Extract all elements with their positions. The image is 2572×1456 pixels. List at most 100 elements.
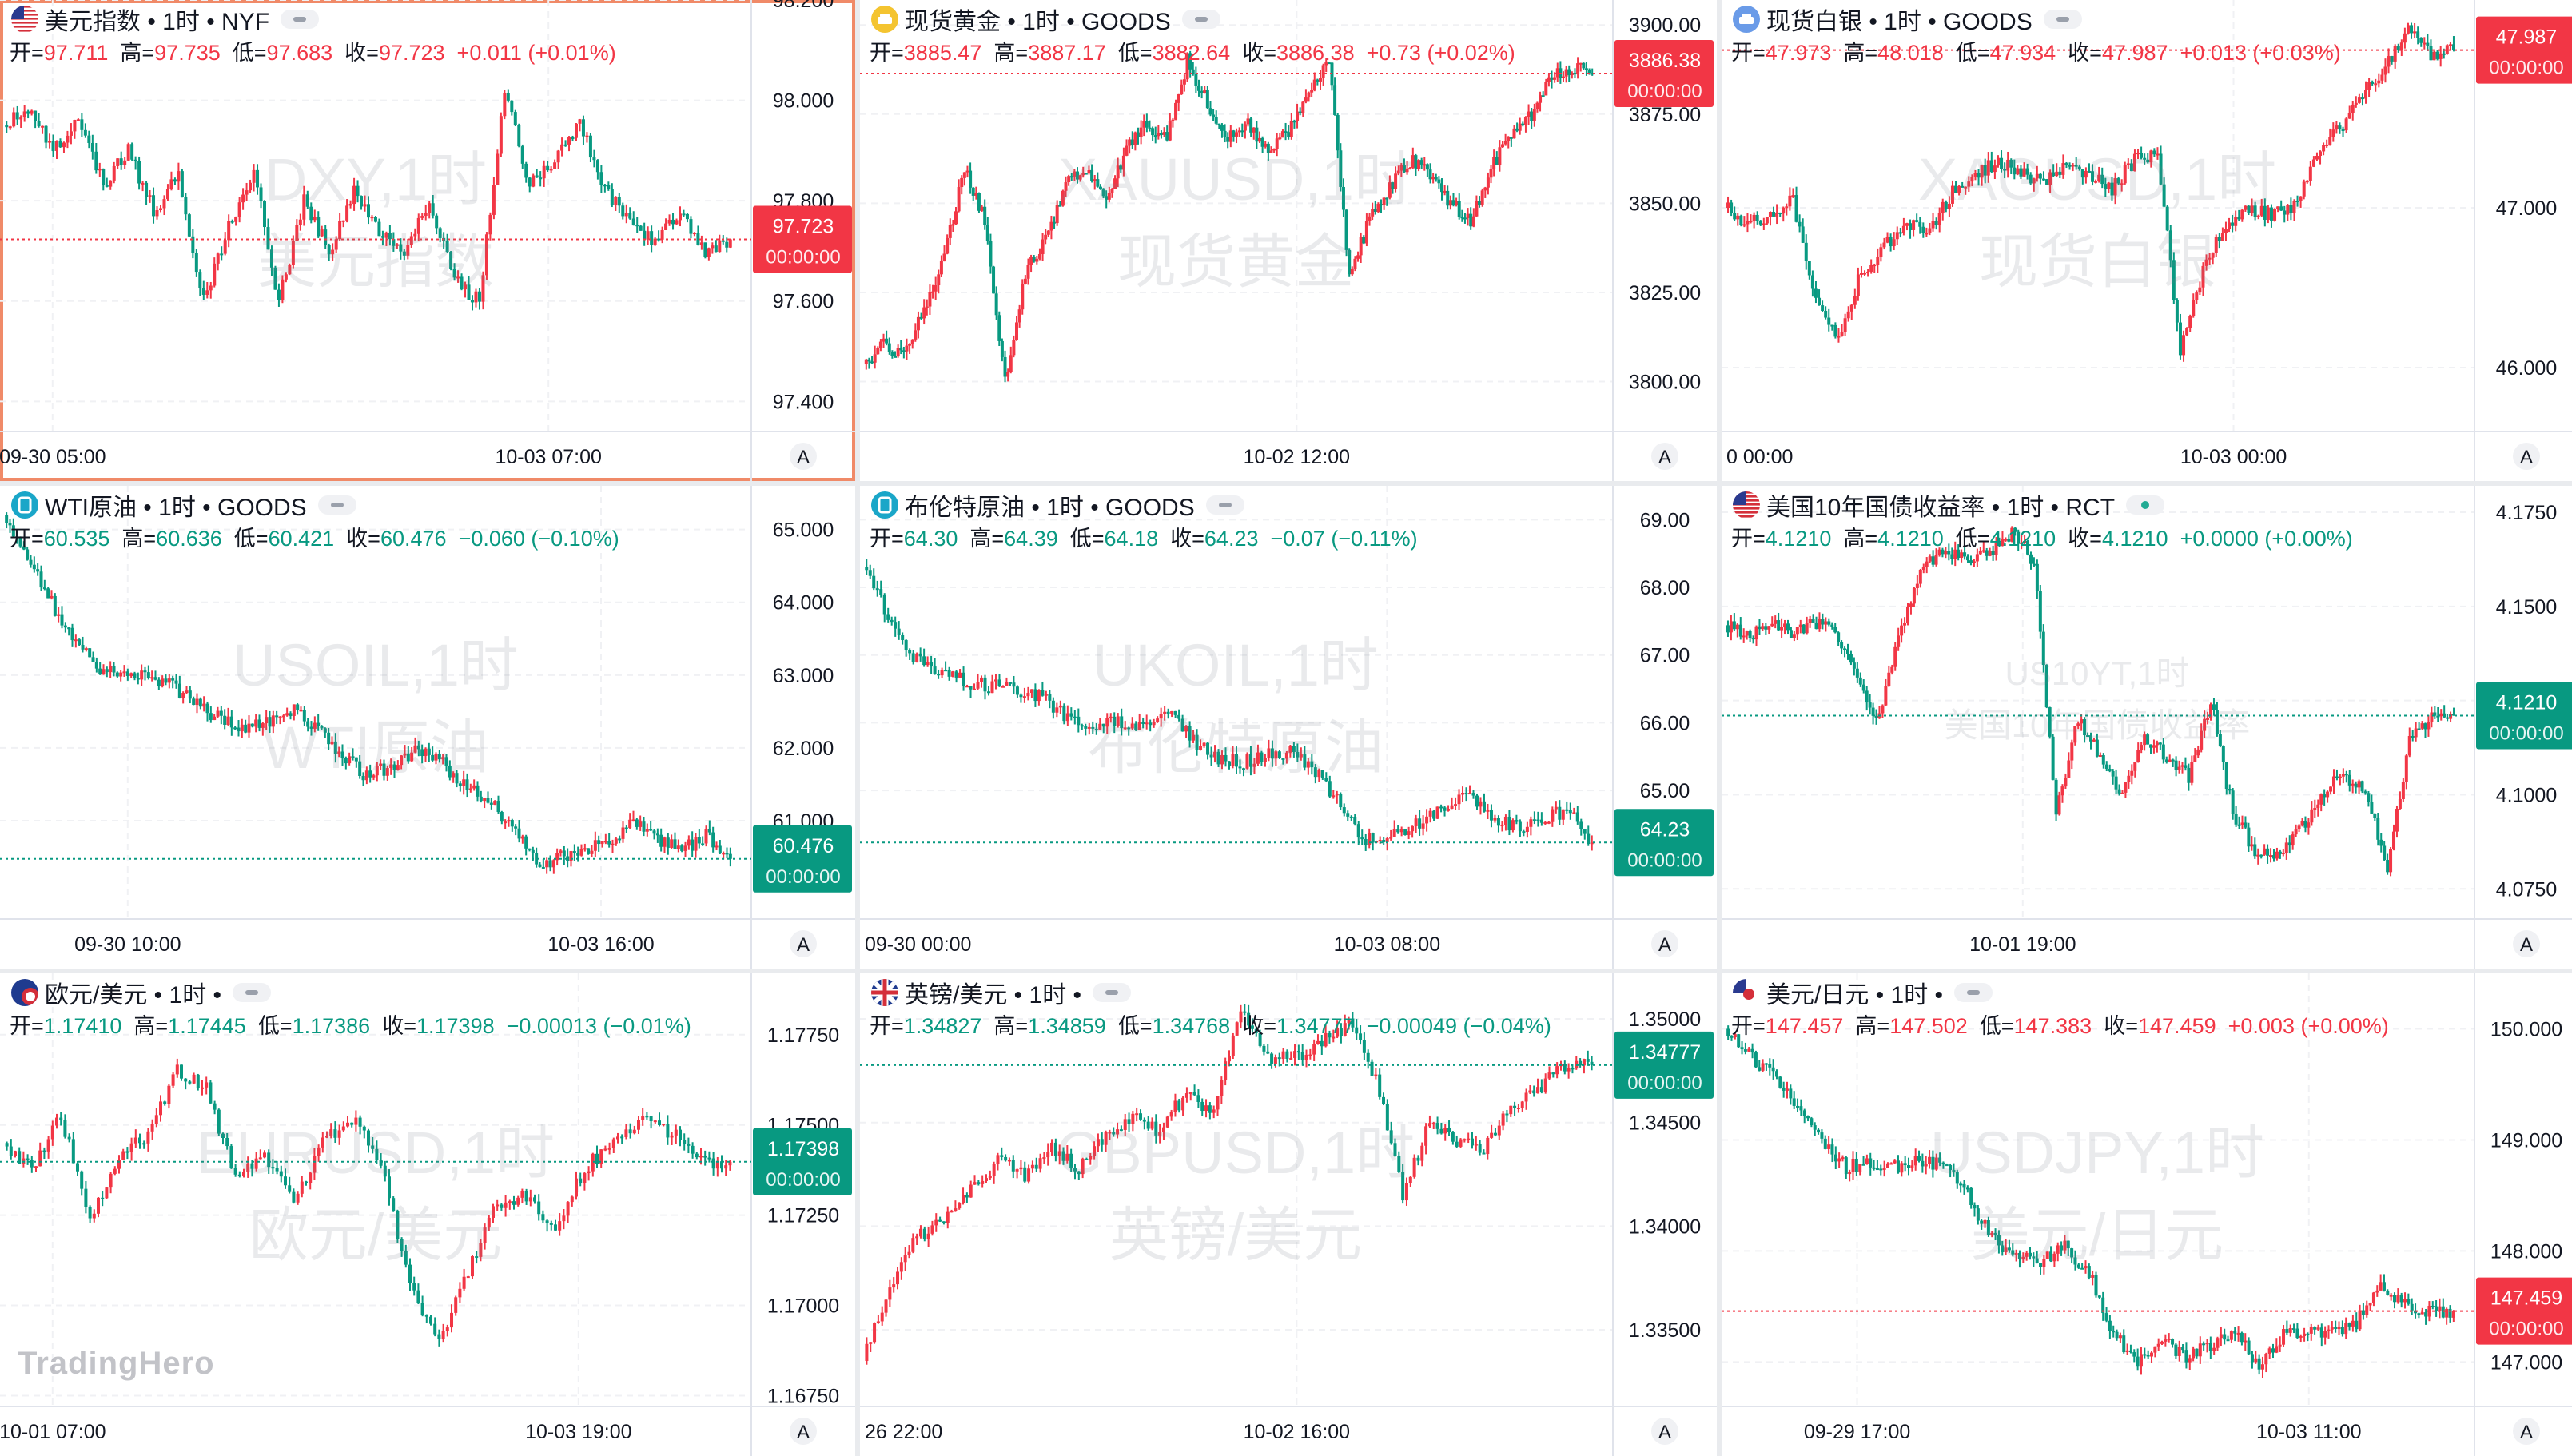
candle	[36, 563, 39, 576]
candle	[922, 299, 926, 324]
candle	[2225, 762, 2228, 794]
candle	[2426, 34, 2429, 51]
candle	[2403, 28, 2407, 49]
toggle-icon[interactable]	[1182, 10, 1220, 29]
low-label: 低=	[234, 527, 269, 551]
toggle-icon[interactable]	[318, 495, 356, 515]
toggle-icon[interactable]	[281, 10, 319, 29]
auto-scale-button[interactable]: A	[1651, 443, 1678, 470]
symbol-title[interactable]: 欧元/美元 • 1时 •	[45, 975, 221, 1010]
candle	[628, 813, 631, 829]
auto-scale-button[interactable]: A	[1651, 1418, 1678, 1445]
toggle-icon[interactable]	[1954, 983, 1993, 1002]
candle	[2446, 44, 2449, 54]
auto-scale-button[interactable]: A	[2513, 443, 2540, 470]
candle	[2244, 1333, 2247, 1351]
candle	[1758, 1060, 1761, 1072]
candle	[2105, 1307, 2108, 1322]
auto-scale-button[interactable]: A	[2513, 930, 2540, 957]
candle	[2303, 1328, 2306, 1342]
candle	[2310, 801, 2313, 825]
symbol-title[interactable]: 美元指数 • 1时 • NYF	[45, 2, 269, 37]
spacer	[1843, 1014, 1855, 1038]
close-value: 64.23	[1204, 527, 1259, 551]
symbol-title[interactable]: 美元/日元 • 1时 •	[1766, 975, 1943, 1010]
candle	[1293, 1044, 1296, 1065]
spacer	[334, 527, 346, 551]
close-label: 收=	[1170, 527, 1204, 551]
chart-panel-gbpusd[interactable]: 英镑/美元 • 1时 •开=1.34827 高=1.34859 低=1.3476…	[860, 973, 1717, 1456]
candle	[2253, 837, 2256, 859]
candle	[1142, 114, 1145, 136]
candle	[1353, 814, 1356, 825]
candle	[2375, 1285, 2379, 1297]
symbol-title[interactable]: 现货黄金 • 1时 • GOODS	[905, 2, 1171, 37]
symbol-title[interactable]: WTI原油 • 1时 • GOODS	[45, 487, 307, 523]
candle	[1768, 1058, 1771, 1075]
auto-scale-button[interactable]: A	[790, 443, 817, 470]
chart-panel-usdjpy[interactable]: 美元/日元 • 1时 •开=147.457 高=147.502 低=147.38…	[1722, 973, 2572, 1456]
candle	[2275, 1338, 2278, 1353]
open-value: 97.711	[44, 41, 109, 65]
candle	[539, 862, 542, 868]
close-label: 收=	[2068, 527, 2102, 551]
candle	[1281, 129, 1284, 138]
candle	[1185, 1087, 1188, 1102]
candle	[1415, 815, 1418, 833]
auto-scale-button[interactable]: A	[790, 1418, 817, 1445]
candle	[2386, 853, 2389, 874]
symbol-title[interactable]: 英镑/美元 • 1时 •	[905, 975, 1081, 1010]
toggle-icon[interactable]	[2044, 10, 2082, 29]
spacer	[1831, 527, 1843, 551]
candle	[1591, 1056, 1594, 1070]
chart-panel-eurusd[interactable]: 欧元/美元 • 1时 •开=1.17410 高=1.17445 低=1.1738…	[0, 973, 855, 1456]
candle	[213, 1101, 217, 1115]
candle	[421, 1295, 424, 1316]
candle	[2029, 551, 2033, 569]
candle	[163, 1101, 166, 1106]
auto-scale-button[interactable]: A	[1651, 930, 1678, 957]
candle	[2407, 1294, 2410, 1306]
high-value: 1.34859	[1028, 1014, 1106, 1038]
symbol-title[interactable]: 现货白银 • 1时 • GOODS	[1766, 2, 2033, 37]
ohlc-legend: 开=1.34827 高=1.34859 低=1.34768 收=1.34777 …	[870, 1008, 1551, 1040]
spacer	[121, 1014, 133, 1038]
candle	[205, 1076, 208, 1094]
symbol-title[interactable]: 布伦特原油 • 1时 • GOODS	[905, 487, 1195, 523]
open-label: 开=	[1731, 41, 1766, 65]
chart-header: WTI原油 • 1时 • GOODS	[11, 489, 356, 521]
candle	[1583, 829, 1587, 840]
watermark-symbol: UKOIL,1时	[860, 626, 1611, 706]
toggle-icon[interactable]	[1093, 983, 1131, 1002]
toggle-icon[interactable]	[1206, 495, 1244, 515]
toggle-icon[interactable]	[233, 983, 271, 1002]
open-value: 147.457	[1766, 1014, 1844, 1038]
candle	[1551, 70, 1554, 88]
candle	[1148, 121, 1151, 132]
candle	[2320, 1323, 2323, 1346]
candle	[1145, 113, 1149, 132]
candle	[1290, 113, 1293, 140]
svg-text:00:00:00: 00:00:00	[766, 866, 840, 888]
candle	[1579, 819, 1583, 836]
symbol-title[interactable]: 美国10年国债收益率 • 1时 • RCT	[1766, 487, 2115, 523]
auto-scale-button[interactable]: A	[2513, 1418, 2540, 1445]
candle	[2108, 765, 2112, 772]
candle	[867, 358, 870, 369]
candle	[2136, 1349, 2140, 1371]
auto-scale-button[interactable]: A	[790, 930, 817, 957]
y-tick-label: 3800.00	[1629, 372, 1701, 394]
candle	[2313, 800, 2316, 818]
candle	[2362, 1303, 2365, 1320]
high-label: 高=	[1843, 41, 1877, 65]
svg-text:60.476: 60.476	[773, 835, 834, 857]
candle	[1796, 1099, 1799, 1112]
market-status-icon[interactable]	[2126, 495, 2164, 515]
candle	[2188, 1355, 2192, 1370]
